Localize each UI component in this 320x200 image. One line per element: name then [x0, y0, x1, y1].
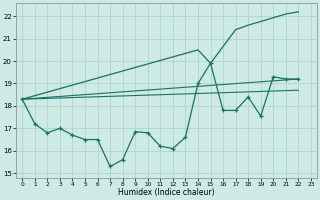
- X-axis label: Humidex (Indice chaleur): Humidex (Indice chaleur): [118, 188, 215, 197]
